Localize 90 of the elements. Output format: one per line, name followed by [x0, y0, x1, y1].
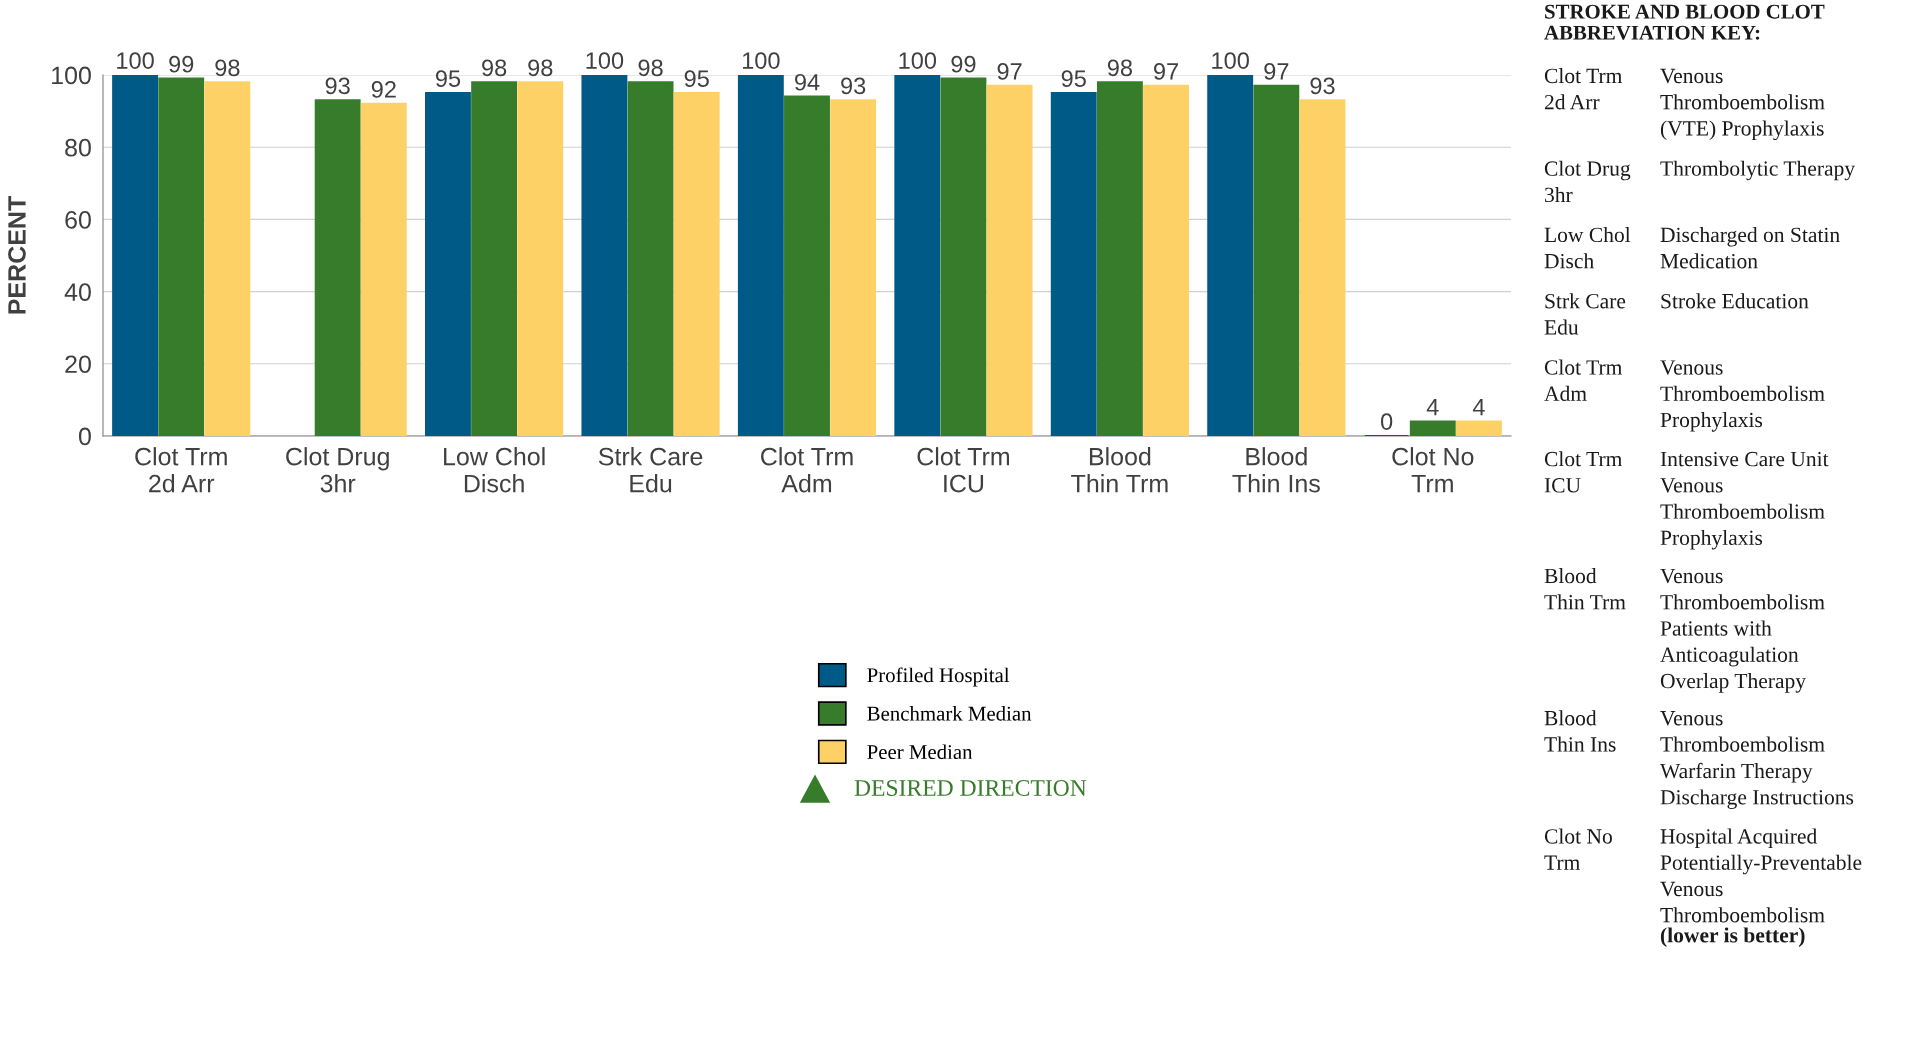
text: (lower is better) [1660, 927, 1805, 947]
bar [627, 81, 674, 436]
x-tick-label: Strk Care Edu [598, 447, 703, 493]
x-tick-label: Clot No Trm [1392, 447, 1474, 493]
text: Stroke Education [1661, 293, 1809, 309]
bar [784, 95, 830, 436]
text: Clot Trm Adm [1544, 359, 1623, 401]
bar [1253, 84, 1300, 436]
bar [830, 99, 877, 436]
x-tick-label: Clot Trm Adm [761, 447, 853, 493]
bar [673, 92, 720, 436]
data-label: 98 [528, 59, 553, 77]
bar [737, 75, 784, 436]
text: Blood Thin Trm [1544, 568, 1626, 610]
data-label: 99 [951, 55, 976, 73]
legend-label: Peer Median [867, 744, 973, 760]
x-tick-label: Clot Trm 2d Arr [135, 447, 227, 493]
bar [1143, 84, 1189, 436]
data-label: 94 [794, 73, 820, 91]
data-label: 92 [371, 81, 396, 98]
text: Clot Trm 2d Arr [1544, 68, 1623, 110]
bar [158, 77, 205, 436]
bar [471, 81, 518, 436]
text: Thrombolytic Therapy [1660, 160, 1856, 181]
data-label: 93 [841, 77, 866, 95]
bar [1409, 420, 1456, 436]
data-label: 95 [435, 70, 461, 87]
y-axis-title: PERCENT [8, 196, 26, 314]
text: Discharged on Statin Medication [1660, 226, 1840, 269]
data-label: 95 [684, 70, 709, 87]
x-tick-label: Clot Drug 3hr [286, 447, 389, 493]
data-label: 97 [997, 63, 1022, 80]
data-label: 100 [117, 52, 154, 69]
x-tick-label: Clot Trm ICU [917, 447, 1010, 493]
data-label: 97 [1154, 63, 1178, 80]
data-label: 4 [1472, 399, 1485, 416]
bar [940, 77, 987, 436]
data-label: 98 [1107, 59, 1132, 77]
bar [1207, 75, 1254, 436]
bar [314, 99, 361, 436]
text: Clot No Trm [1544, 828, 1612, 870]
bar [204, 81, 251, 436]
data-label: 93 [325, 77, 350, 95]
data-label: 98 [482, 59, 507, 77]
data-label: 100 [742, 52, 780, 69]
y-tick-label: 40 [64, 283, 91, 301]
x-tick-label: Blood Thin Trm [1071, 447, 1168, 493]
bar [517, 81, 564, 436]
bar [1096, 81, 1143, 436]
data-label: 95 [1061, 70, 1086, 87]
bar [894, 75, 941, 436]
data-label: 98 [215, 59, 240, 77]
text: Clot Drug 3hr [1544, 160, 1631, 203]
y-tick-label: 0 [78, 427, 91, 446]
text: Blood Thin Ins [1544, 710, 1616, 752]
legend-label: Benchmark Median [867, 706, 1032, 721]
text: Low Chol Disch [1544, 226, 1631, 269]
bar [360, 102, 407, 436]
bar [425, 92, 471, 436]
bar [1299, 99, 1346, 436]
data-label: 100 [899, 52, 937, 69]
data-label: 0 [1380, 413, 1393, 430]
x-tick-label: Blood Thin Ins [1232, 447, 1320, 493]
data-label: 99 [169, 55, 194, 73]
y-tick-label: 20 [65, 355, 91, 374]
text: Strk Care Edu [1544, 293, 1626, 335]
text: STROKE AND BLOOD CLOT ABBREVIATION KEY: [1544, 4, 1825, 40]
bar [986, 84, 1033, 436]
legend-label: Profiled Hospital [867, 667, 1010, 687]
y-tick-label: 60 [65, 211, 91, 229]
bar [581, 75, 628, 436]
y-tick-label: 100 [52, 66, 91, 85]
text: DESIRED DIRECTION [854, 780, 1087, 796]
text: Intensive Care Unit Venous Thromboembolism Prophylaxis [1660, 451, 1829, 550]
data-label: 4 [1426, 399, 1439, 416]
text: Venous Thromboembolism Prophylaxis [1660, 360, 1825, 432]
data-label: 100 [1212, 52, 1249, 69]
y-tick-label: 80 [65, 138, 91, 157]
data-label: 100 [586, 52, 624, 69]
bar [1050, 92, 1097, 436]
bar [1455, 420, 1502, 436]
data-label: 93 [1310, 77, 1335, 95]
text: Hospital Acquired Potentially-Preventable Venous Thromboembolism [1660, 828, 1862, 923]
text: Venous Thromboembolism Patients with Anticoagulation Overlap Therapy [1660, 568, 1825, 693]
text: Venous Thromboembolism Warfarin Therapy Discharge Instructions [1660, 711, 1854, 809]
text: Venous Thromboembolism (VTE) Prophylaxis [1660, 68, 1825, 141]
data-label: 98 [638, 59, 663, 77]
data-label: 97 [1264, 63, 1289, 80]
x-tick-label: Low Chol Disch [444, 447, 545, 493]
bar [112, 75, 159, 436]
